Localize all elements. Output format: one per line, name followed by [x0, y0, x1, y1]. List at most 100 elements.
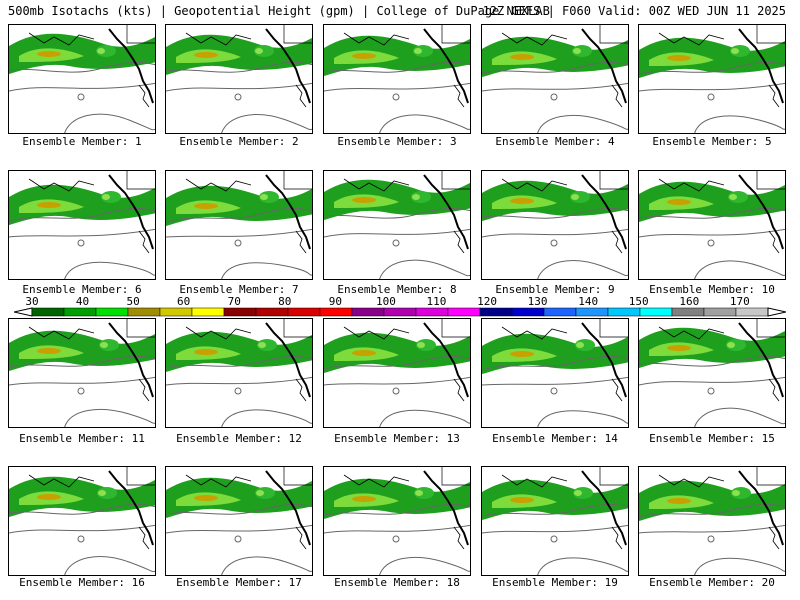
- height-contour: [324, 524, 470, 534]
- coastline: [581, 322, 627, 398]
- isotach-band: [9, 184, 155, 225]
- colorbar-tick-label: 80: [278, 295, 292, 308]
- coastline: [28, 32, 95, 46]
- ensemble-member-map: [165, 466, 313, 576]
- jet-max: [510, 497, 534, 503]
- isotach-patch-core: [97, 48, 105, 54]
- border-line: [756, 319, 785, 338]
- jet-max: [37, 202, 61, 208]
- isotach-band: [639, 181, 785, 222]
- isotach-patch-core: [412, 194, 420, 200]
- height-contour: [482, 82, 628, 92]
- height-contour: [324, 207, 470, 219]
- coastline: [738, 322, 784, 398]
- coastline: [658, 178, 725, 192]
- border-line: [126, 25, 155, 44]
- ensemble-member-map: [8, 466, 156, 576]
- colorbar-segment: [511, 307, 545, 317]
- colorbar-segment: [159, 307, 193, 317]
- isotach-band: [166, 331, 312, 372]
- coastline: [501, 326, 568, 340]
- height-contour: [694, 557, 785, 575]
- coastline: [423, 470, 469, 546]
- height-center: [707, 387, 715, 395]
- jet-max: [510, 54, 534, 60]
- isotach-patch-core: [98, 490, 106, 496]
- map-graphic: [166, 319, 312, 427]
- height-contour: [9, 207, 155, 222]
- jet-max: [510, 198, 534, 204]
- colorbar-segment: [319, 307, 353, 317]
- map-graphic: [482, 25, 628, 133]
- coastline: [343, 178, 410, 192]
- ensemble-member-label: Ensemble Member: 14: [492, 432, 618, 445]
- ensemble-member-label: Ensemble Member: 18: [334, 576, 460, 589]
- ensemble-member-map: [638, 318, 786, 428]
- ensemble-member-label: Ensemble Member: 8: [337, 283, 457, 296]
- jet-max: [352, 350, 376, 356]
- jet-max: [667, 345, 691, 351]
- map-graphic: [639, 171, 785, 279]
- height-contour: [639, 524, 785, 534]
- height-contour: [324, 355, 470, 370]
- height-contour: [64, 113, 155, 133]
- ensemble-member-map: [165, 24, 313, 134]
- border-line: [599, 467, 628, 486]
- jet-max: [37, 51, 61, 57]
- coastline: [343, 32, 410, 46]
- ensemble-member-label: Ensemble Member: 20: [649, 576, 775, 589]
- border-line: [126, 467, 155, 486]
- map-graphic: [9, 171, 155, 279]
- isotach-band: [324, 332, 470, 373]
- height-center: [707, 239, 715, 247]
- border-line: [283, 319, 312, 338]
- isotach-band: [166, 477, 312, 518]
- map-graphic: [9, 467, 155, 575]
- height-contour: [64, 261, 155, 279]
- height-contour: [639, 376, 785, 386]
- colorbar-segment: [383, 307, 417, 317]
- colorbar-segment: [607, 307, 641, 317]
- isotach-patch-core: [574, 490, 582, 496]
- coastline: [343, 326, 410, 340]
- border-line: [441, 171, 470, 190]
- isotach-patch-core: [576, 342, 584, 348]
- coastline: [658, 326, 725, 340]
- height-contour: [166, 207, 312, 223]
- ensemble-member-map: [323, 170, 471, 280]
- height-contour: [537, 557, 628, 575]
- coastline: [108, 28, 154, 104]
- ensemble-member-label: Ensemble Member: 5: [652, 135, 772, 148]
- colorbar-segment: [95, 307, 129, 317]
- height-contour: [537, 260, 628, 279]
- isotach-patch-core: [573, 48, 581, 54]
- coastline: [453, 230, 465, 254]
- coastline: [265, 174, 311, 250]
- colorbar-tick-label: 50: [126, 295, 140, 308]
- map-graphic: [482, 319, 628, 427]
- isotach-band: [639, 37, 785, 78]
- height-center: [550, 387, 558, 395]
- coastline: [738, 174, 784, 250]
- height-contour: [64, 408, 155, 427]
- height-center: [392, 239, 400, 247]
- height-contour: [379, 409, 470, 427]
- height-center: [77, 535, 85, 543]
- border-line: [599, 25, 628, 44]
- coastline: [581, 470, 627, 546]
- height-contour: [221, 556, 312, 575]
- coastline: [581, 174, 627, 250]
- height-contour: [639, 503, 785, 518]
- coastline: [611, 378, 623, 402]
- isotach-patch-core: [731, 48, 739, 54]
- ensemble-member-map: [165, 318, 313, 428]
- isotach-patch-core: [732, 490, 740, 496]
- coastline: [453, 84, 465, 108]
- isotach-patch-core: [727, 342, 735, 348]
- ensemble-member-label: Ensemble Member: 4: [495, 135, 615, 148]
- map-graphic: [324, 171, 470, 279]
- height-contour: [9, 524, 155, 534]
- ensemble-member-label: Ensemble Member: 17: [176, 576, 302, 589]
- colorbar-segment: [671, 307, 705, 317]
- ensemble-member-map: [481, 24, 629, 134]
